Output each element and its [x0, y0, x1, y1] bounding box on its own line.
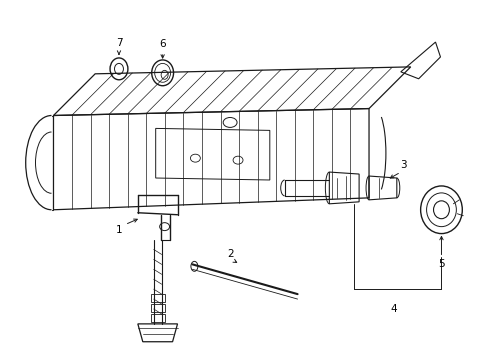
- Text: 3: 3: [400, 160, 406, 170]
- Text: 2: 2: [226, 249, 233, 260]
- Text: 1: 1: [116, 225, 122, 235]
- Text: 7: 7: [116, 38, 122, 48]
- Text: 4: 4: [390, 304, 396, 314]
- Text: 6: 6: [159, 39, 165, 49]
- Text: 5: 5: [437, 259, 444, 269]
